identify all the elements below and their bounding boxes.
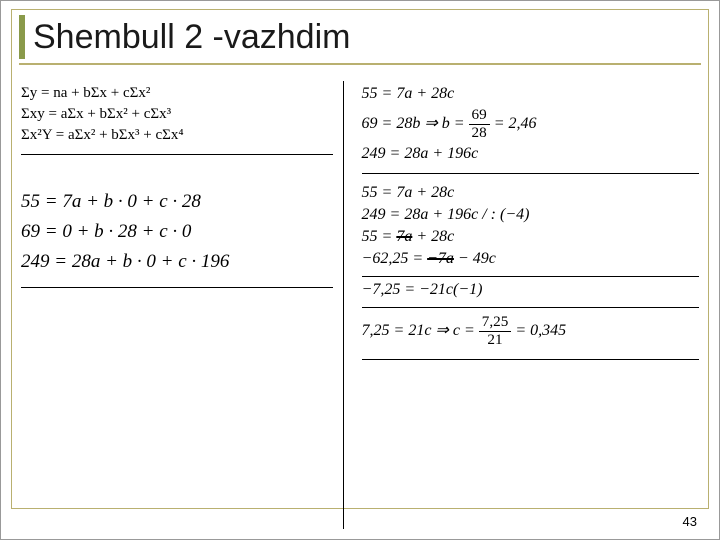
title-underline [19, 63, 701, 65]
left-column: Σy = na + bΣx + cΣx² Σxy = aΣx + bΣx² + … [21, 81, 343, 529]
eq-line: 55 = 7a + b · 0 + c · 28 [21, 191, 201, 212]
eq-line: Σy = na + bΣx + cΣx² [21, 85, 333, 102]
eq-line: 249 = 28a + 196c [362, 145, 699, 163]
cancelled-term: 7a [396, 228, 412, 245]
eq-line: 69 = 0 + b · 28 + c · 0 [21, 221, 191, 242]
eq-line: Σxy = aΣx + bΣx² + cΣx³ [21, 106, 333, 123]
general-equations: Σy = na + bΣx + cΣx² Σxy = aΣx + bΣx² + … [21, 85, 333, 155]
eq-line: −7,25 = −21c(−1) [362, 281, 699, 299]
title-accent-bar [19, 15, 25, 59]
title-block: Shembull 2 -vazhdim [19, 15, 701, 65]
page-number: 43 [683, 514, 697, 529]
fraction: 7,2521 [479, 314, 512, 348]
final-divider: 7,25 = 21c ⇒ c = 7,2521 = 0,345 [362, 314, 699, 359]
right-column: 55 = 7a + 28c 69 = 28b ⇒ b = 6928 = 2,46… [343, 81, 699, 529]
eq-line: 249 = 28a + b · 0 + c · 196 [21, 251, 229, 272]
fraction: 6928 [469, 107, 490, 141]
eq-line: 249 = 28a + 196c / : (−4) [362, 206, 699, 224]
sum-divider: −62,25 = −7a − 49c [362, 250, 699, 277]
eq-solve-c: 7,25 = 21c ⇒ c = 7,2521 = 0,345 [362, 314, 699, 348]
eq-strike-line: 55 = 7a + 28c [362, 228, 699, 246]
slide-title: Shembull 2 -vazhdim [19, 15, 701, 59]
first-block: 55 = 7a + 28c 69 = 28b ⇒ b = 6928 = 2,46… [362, 85, 699, 174]
result-divider: −7,25 = −21c(−1) [362, 281, 699, 308]
second-block: 55 = 7a + 28c 249 = 28a + 196c / : (−4) … [362, 184, 699, 359]
eq-strike-line: −62,25 = −7a − 49c [362, 250, 699, 268]
eq-line: 55 = 7a + 28c [362, 184, 699, 202]
eq-line: 55 = 7a + 28c [362, 85, 699, 103]
cancelled-term: −7a [427, 250, 454, 267]
content-area: Σy = na + bΣx + cΣx² Σxy = aΣx + bΣx² + … [21, 81, 699, 529]
eq-line: Σx²Y = aΣx² + bΣx³ + cΣx⁴ [21, 127, 333, 144]
eq-solve-b: 69 = 28b ⇒ b = 6928 = 2,46 [362, 107, 699, 141]
substituted-equations: 55 = 7a + b · 0 + c · 28 69 = 0 + b · 28… [21, 191, 333, 288]
